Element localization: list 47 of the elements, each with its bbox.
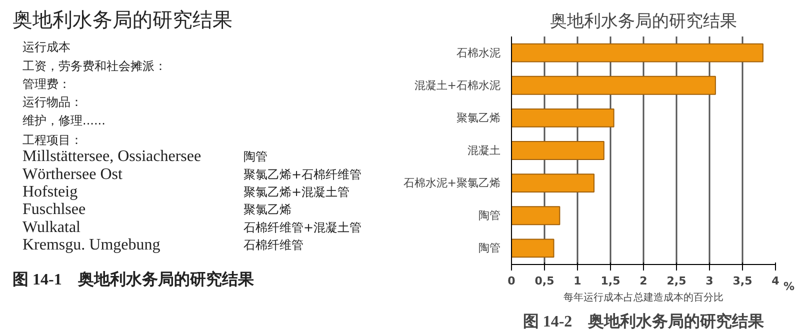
bar [512, 141, 604, 160]
y-tick-label: 陶管 [478, 209, 500, 222]
text: Wulkatal [22, 218, 82, 236]
bar [512, 174, 594, 193]
caption: 图 14-1 奥地利水务局的研究结果 [12, 270, 255, 288]
y-tick-label: 石棉水泥+聚氯乙烯 [403, 176, 500, 190]
bar [512, 43, 764, 62]
x-tick-label: 0 [508, 274, 516, 288]
text: Fuschlsee [22, 201, 86, 218]
x-tick-label: 3,5 [732, 274, 752, 288]
bar [512, 238, 554, 258]
text: % [784, 280, 795, 293]
y-tick-label: 聚氯乙烯 [456, 111, 500, 124]
text: Kremsgu. Umgebung [22, 236, 160, 254]
text: 奥地利水务局的研究结果 [12, 8, 232, 32]
text: 工程项目： [22, 133, 82, 148]
text: 工资，劳务费和社会摊派： [22, 58, 166, 73]
x-tick-label: 2 [640, 274, 648, 288]
bar [512, 108, 614, 128]
text: 运行物品： [22, 95, 82, 110]
caption: 图 14-2 奥地利水务局的研究结果 [522, 312, 766, 330]
text: Wörthersee Ost [22, 166, 124, 183]
text: 陶管 [244, 150, 268, 164]
x-tick-label: 4 [772, 274, 780, 288]
y-tick-label: 石棉水泥 [456, 46, 500, 60]
text: 维护，修理...... [22, 113, 106, 128]
x-axis-title: 每年运行成本占总建造成本的百分比 [564, 292, 724, 304]
x-tick-label: 0,5 [534, 274, 554, 288]
x-tick-label: 3 [706, 274, 714, 288]
x-tick-label: 1 [574, 274, 582, 288]
text: 聚氯乙烯+石棉纤维管 [244, 167, 362, 182]
text: 运行成本 [22, 40, 70, 54]
bar [512, 206, 560, 226]
chart-title: 奥地利水务局的研究结果 [550, 12, 737, 32]
x-tick-label: 1,5 [600, 274, 620, 288]
text: 石棉纤维管+混凝土管 [244, 220, 362, 234]
text: 聚氯乙烯 [244, 202, 292, 217]
bar [512, 76, 716, 95]
y-tick-label: 陶管 [478, 242, 500, 255]
text: Hofsteig [22, 183, 78, 200]
text: 聚氯乙烯+混凝土管 [244, 184, 350, 199]
x-tick-label: 2,5 [666, 274, 686, 288]
text: 石棉纤维管 [244, 238, 304, 252]
y-tick-label: 混凝土+石棉水泥 [414, 78, 500, 92]
y-tick-label: 混凝土 [468, 144, 500, 157]
text: Millstättersee, Ossiachersee [22, 148, 202, 166]
text: 管理费： [22, 77, 70, 91]
